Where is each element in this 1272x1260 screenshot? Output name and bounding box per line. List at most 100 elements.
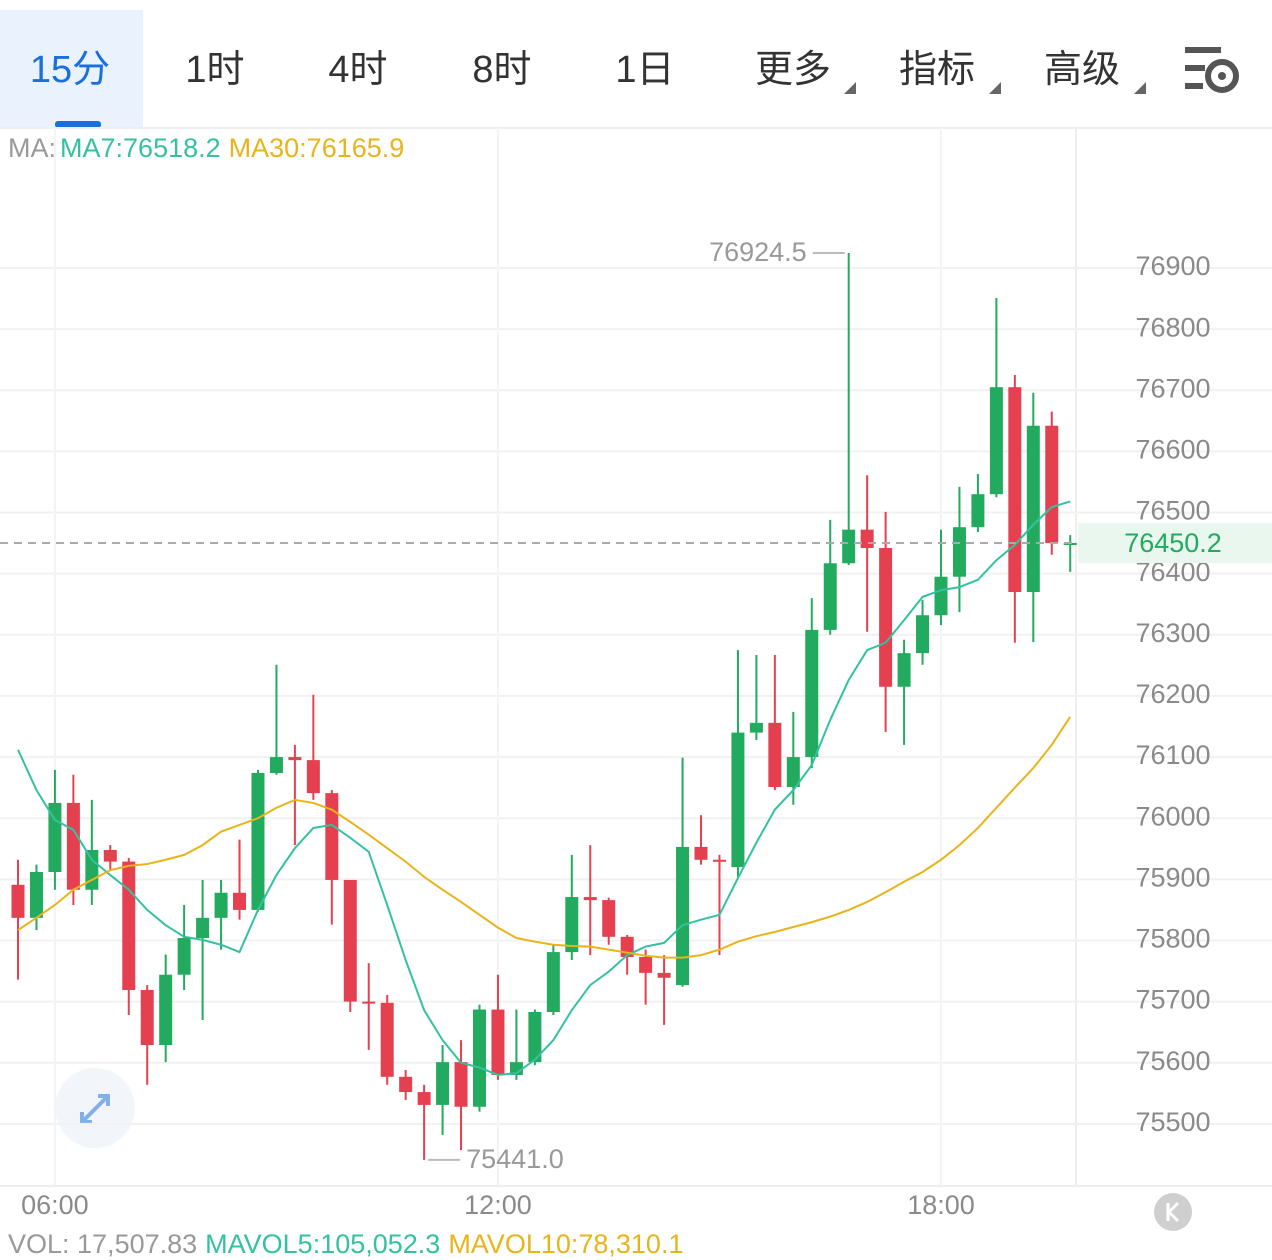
mavol10: MAVOL10:78,310.1 [448, 1229, 683, 1259]
y-tick-label: 76600 [1135, 435, 1210, 465]
tab[interactable]: 更多 [755, 49, 831, 91]
y-tick-label: 76200 [1135, 679, 1210, 709]
candle-body [842, 529, 856, 564]
tab-bar: 15分 1时 4时 8时 1日 更多 指标 高级 [30, 47, 1239, 94]
candle-body [417, 1092, 431, 1105]
candle-body [343, 879, 357, 1002]
vol: VOL: 17,507.83 [8, 1229, 197, 1259]
candle-body [177, 938, 191, 975]
dropdown-arrow [989, 82, 1001, 94]
candle-body [971, 494, 985, 528]
mavol5: MAVOL5:105,052.3 [205, 1229, 440, 1259]
y-tick-label: 76100 [1135, 740, 1210, 770]
dropdown-arrow [844, 82, 856, 94]
candle-body [712, 859, 726, 862]
candle-body [399, 1076, 413, 1093]
x-tick-label: 06:00 [21, 1190, 89, 1220]
candle-body [583, 897, 597, 901]
candle-body [1045, 425, 1059, 544]
candle-body [269, 757, 283, 773]
tab[interactable]: 4时 [328, 49, 387, 91]
candle-body [103, 849, 117, 862]
y-tick-label: 76800 [1135, 312, 1210, 342]
tab-indicator [55, 121, 101, 128]
candle-body [731, 732, 745, 868]
y-tick-label: 75800 [1135, 924, 1210, 954]
candle-body [657, 972, 671, 978]
y-tick-label: 75900 [1135, 862, 1210, 892]
candle-body [325, 793, 339, 880]
candle-body [66, 802, 80, 890]
candle-body [473, 1009, 486, 1107]
candle-body [288, 757, 302, 761]
tab[interactable]: 1时 [185, 49, 244, 91]
candle-body [786, 757, 800, 788]
settings-icon[interactable] [1185, 47, 1239, 93]
candle-body [805, 629, 819, 758]
high-label: 76924.5 [709, 237, 807, 267]
candle-body [860, 529, 874, 548]
low-label: 75441.0 [466, 1144, 564, 1174]
tab[interactable]: 指标 [899, 49, 975, 91]
candle-body [491, 1009, 505, 1075]
candle-body [48, 802, 62, 872]
y-tick-label: 75600 [1135, 1046, 1210, 1076]
tab-selected-bg [0, 10, 143, 128]
legend-entry: MA7:76518.2 [60, 133, 221, 163]
legend: MA: MA7:76518.2 MA30:76165.9 [8, 133, 404, 163]
candle-body [159, 974, 173, 1046]
candle-body [676, 846, 690, 986]
x-tick-label: 12:00 [464, 1190, 532, 1220]
candle-body [546, 952, 560, 1012]
candle-body [952, 527, 966, 577]
candle-body [768, 722, 782, 788]
candle-body [122, 861, 136, 990]
candle-body [196, 917, 210, 939]
candle-body [85, 849, 99, 890]
candle-body [29, 871, 43, 918]
x-tick-label: 18:00 [907, 1190, 975, 1220]
candle-body [251, 772, 265, 910]
plot: 75500 75600 75700 75800 75900 76000 76100 76200… [0, 128, 1272, 1220]
candle-body [639, 956, 653, 973]
y-tick-label: 76000 [1135, 801, 1210, 831]
candle-body [214, 892, 228, 918]
last-price-label: 76450.2 [1124, 528, 1222, 558]
tab[interactable]: 8时 [472, 49, 531, 91]
candle-body [454, 1062, 468, 1107]
candle-body [602, 900, 616, 937]
candle-body [916, 615, 930, 654]
candle-body [528, 1011, 542, 1063]
legend-entry: MA30:76165.9 [229, 133, 405, 163]
candle-body [989, 387, 1003, 495]
last-price-bg [1078, 522, 1272, 563]
candle-body [380, 1002, 394, 1077]
legend-prefix: MA: [8, 133, 56, 163]
vol-legend: VOL: 17,507.83 MAVOL5:105,052.3 MAVOL10:78… [8, 1229, 683, 1259]
y-tick-label: 76500 [1135, 496, 1210, 526]
candle-body [879, 547, 893, 687]
candle-body [11, 884, 25, 918]
ma-line [17, 500, 1071, 1076]
reset-button[interactable] [1154, 1193, 1192, 1231]
candle-body [140, 989, 154, 1046]
candle-body [934, 576, 948, 616]
ma-line [17, 716, 1072, 959]
candle-body [233, 892, 247, 910]
y-tick-label: 76900 [1135, 251, 1210, 281]
tab[interactable]: 1日 [615, 49, 674, 91]
candle-body [694, 846, 708, 860]
y-tick-label: 75500 [1135, 1107, 1210, 1137]
candle-body [1026, 425, 1040, 593]
candle-body [1008, 387, 1022, 593]
candle-body [897, 653, 911, 687]
tab[interactable]: 高级 [1044, 49, 1120, 91]
candle-body [565, 897, 579, 953]
expand-button[interactable] [55, 1068, 135, 1148]
dropdown-arrow [1134, 82, 1146, 94]
candle-body [306, 760, 320, 794]
candle-body [436, 1062, 450, 1105]
tab[interactable]: 15分 [30, 49, 110, 91]
